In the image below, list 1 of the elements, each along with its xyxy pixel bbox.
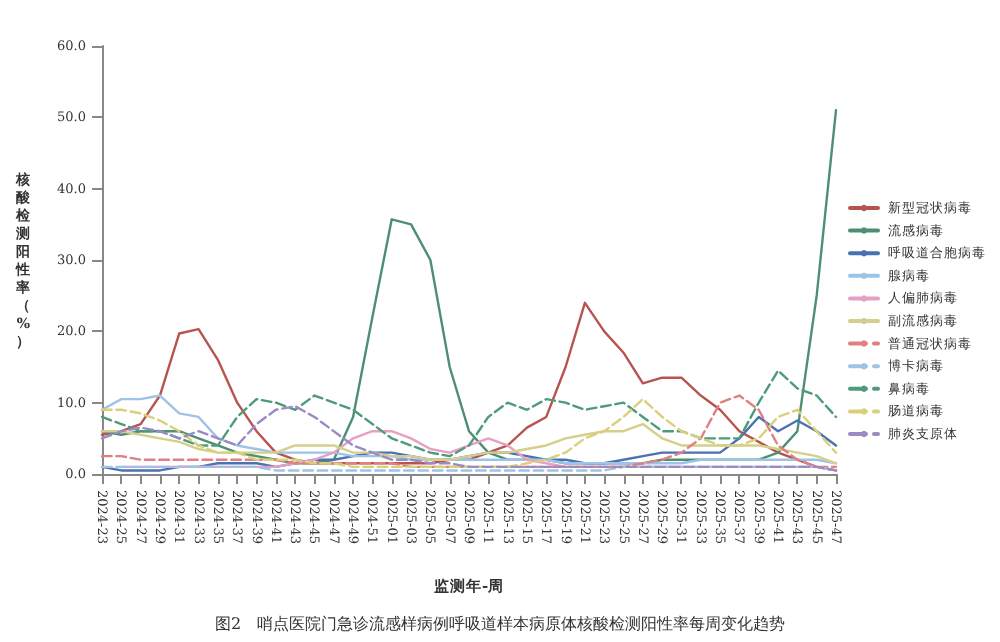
- caption: 图2 哨点医院门急诊流感样病例呼吸道样本病原体核酸检测阳性率每周变化趋势: [214, 615, 786, 633]
